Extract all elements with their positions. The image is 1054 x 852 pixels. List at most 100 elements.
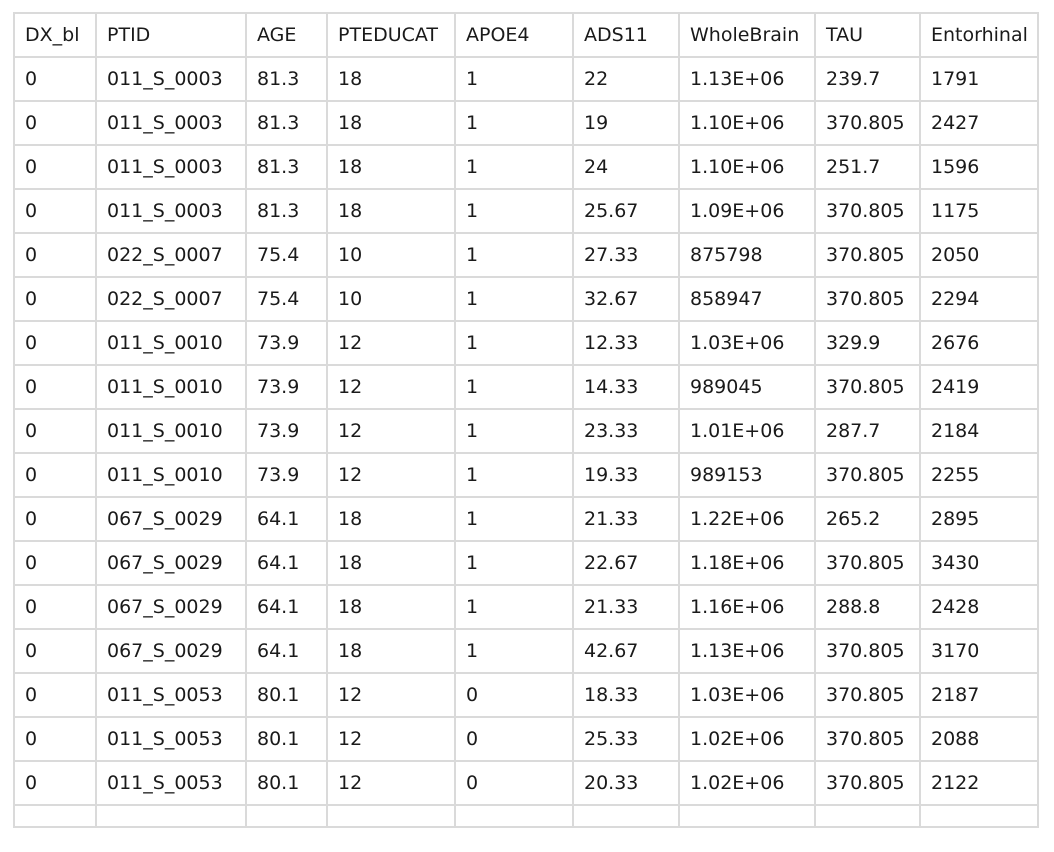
table-cell[interactable]: 10 xyxy=(326,276,456,322)
table-cell[interactable]: 23.33 xyxy=(572,408,680,454)
table-cell[interactable]: 370.805 xyxy=(814,716,921,762)
table-cell[interactable]: 989045 xyxy=(678,364,816,410)
table-cell[interactable]: 022_S_0007 xyxy=(95,232,247,278)
table-cell[interactable]: 73.9 xyxy=(245,320,328,366)
table-cell[interactable]: 011_S_0003 xyxy=(95,56,247,102)
table-cell[interactable]: 81.3 xyxy=(245,188,328,234)
table-cell[interactable]: 1 xyxy=(454,408,574,454)
column-header[interactable]: ADS11 xyxy=(572,12,680,58)
table-cell[interactable]: 18 xyxy=(326,540,456,586)
table-cell[interactable]: 0 xyxy=(13,188,97,234)
table-cell[interactable]: 858947 xyxy=(678,276,816,322)
table-cell[interactable]: 011_S_0053 xyxy=(95,672,247,718)
table-cell[interactable]: 1 xyxy=(454,452,574,498)
table-cell[interactable]: 3170 xyxy=(919,628,1039,674)
table-cell[interactable]: 0 xyxy=(13,100,97,146)
table-cell[interactable]: 329.9 xyxy=(814,320,921,366)
table-cell[interactable]: 0 xyxy=(13,672,97,718)
table-cell[interactable]: 1.10E+06 xyxy=(678,144,816,190)
table-cell[interactable]: 1 xyxy=(454,364,574,410)
table-cell[interactable]: 1.13E+06 xyxy=(678,628,816,674)
table-cell[interactable]: 1 xyxy=(454,144,574,190)
table-cell[interactable]: 2427 xyxy=(919,100,1039,146)
table-cell[interactable]: 370.805 xyxy=(814,188,921,234)
table-cell[interactable]: 25.33 xyxy=(572,716,680,762)
table-cell[interactable]: 0 xyxy=(13,56,97,102)
table-cell[interactable]: 067_S_0029 xyxy=(95,628,247,674)
table-cell[interactable]: 011_S_0053 xyxy=(95,760,247,806)
table-cell[interactable]: 0 xyxy=(13,628,97,674)
table-cell[interactable]: 1 xyxy=(454,276,574,322)
table-cell[interactable]: 011_S_0010 xyxy=(95,452,247,498)
table-cell[interactable]: 64.1 xyxy=(245,628,328,674)
table-cell[interactable]: 067_S_0029 xyxy=(95,540,247,586)
table-cell[interactable]: 1.18E+06 xyxy=(678,540,816,586)
table-cell[interactable]: 370.805 xyxy=(814,628,921,674)
table-cell[interactable]: 1.03E+06 xyxy=(678,320,816,366)
table-cell[interactable]: 12 xyxy=(326,364,456,410)
table-cell[interactable]: 1.10E+06 xyxy=(678,100,816,146)
table-cell[interactable]: 011_S_0053 xyxy=(95,716,247,762)
table-cell[interactable]: 22.67 xyxy=(572,540,680,586)
table-cell[interactable]: 21.33 xyxy=(572,584,680,630)
table-cell[interactable]: 2676 xyxy=(919,320,1039,366)
table-cell[interactable]: 18 xyxy=(326,188,456,234)
table-cell[interactable]: 0 xyxy=(13,452,97,498)
column-header[interactable]: Entorhinal xyxy=(919,12,1039,58)
table-cell[interactable]: 2050 xyxy=(919,232,1039,278)
table-cell[interactable]: 18.33 xyxy=(572,672,680,718)
table-cell[interactable]: 011_S_0003 xyxy=(95,144,247,190)
table-cell[interactable]: 32.67 xyxy=(572,276,680,322)
table-cell[interactable]: 370.805 xyxy=(814,364,921,410)
table-cell[interactable]: 1.16E+06 xyxy=(678,584,816,630)
table-cell[interactable]: 2187 xyxy=(919,672,1039,718)
table-cell[interactable]: 18 xyxy=(326,100,456,146)
table-cell[interactable]: 1 xyxy=(454,188,574,234)
table-cell[interactable]: 2419 xyxy=(919,364,1039,410)
table-cell[interactable]: 1.01E+06 xyxy=(678,408,816,454)
column-header[interactable]: AGE xyxy=(245,12,328,58)
table-cell[interactable]: 64.1 xyxy=(245,540,328,586)
table-cell[interactable]: 12 xyxy=(326,320,456,366)
table-cell[interactable]: 1596 xyxy=(919,144,1039,190)
table-cell[interactable]: 80.1 xyxy=(245,716,328,762)
table-cell[interactable]: 64.1 xyxy=(245,496,328,542)
table-cell[interactable]: 27.33 xyxy=(572,232,680,278)
table-cell[interactable]: 1 xyxy=(454,320,574,366)
table-cell[interactable]: 0 xyxy=(13,144,97,190)
table-cell[interactable]: 2428 xyxy=(919,584,1039,630)
table-cell[interactable]: 1.02E+06 xyxy=(678,716,816,762)
column-header[interactable]: TAU xyxy=(814,12,921,58)
column-header[interactable]: DX_bl xyxy=(13,12,97,58)
table-cell[interactable]: 19.33 xyxy=(572,452,680,498)
table-cell[interactable]: 81.3 xyxy=(245,100,328,146)
table-cell[interactable]: 370.805 xyxy=(814,452,921,498)
table-cell[interactable]: 0 xyxy=(13,408,97,454)
column-header[interactable]: APOE4 xyxy=(454,12,574,58)
table-cell[interactable]: 18 xyxy=(326,496,456,542)
table-cell[interactable]: 1.03E+06 xyxy=(678,672,816,718)
table-cell[interactable]: 011_S_0010 xyxy=(95,408,247,454)
table-cell[interactable]: 73.9 xyxy=(245,364,328,410)
table-cell[interactable]: 011_S_0003 xyxy=(95,188,247,234)
table-cell[interactable]: 0 xyxy=(13,320,97,366)
table-cell[interactable]: 1.02E+06 xyxy=(678,760,816,806)
table-cell[interactable]: 42.67 xyxy=(572,628,680,674)
table-cell[interactable]: 0 xyxy=(13,540,97,586)
table-cell[interactable]: 2088 xyxy=(919,716,1039,762)
table-cell[interactable]: 18 xyxy=(326,56,456,102)
table-cell[interactable]: 022_S_0007 xyxy=(95,276,247,322)
table-cell[interactable]: 12 xyxy=(326,760,456,806)
table-cell[interactable]: 370.805 xyxy=(814,540,921,586)
table-cell[interactable]: 21.33 xyxy=(572,496,680,542)
table-cell[interactable]: 81.3 xyxy=(245,144,328,190)
table-cell[interactable]: 18 xyxy=(326,628,456,674)
table-cell[interactable]: 0 xyxy=(454,716,574,762)
table-cell[interactable]: 0 xyxy=(13,364,97,410)
table-cell[interactable]: 288.8 xyxy=(814,584,921,630)
table-cell[interactable]: 0 xyxy=(454,672,574,718)
table-cell[interactable]: 14.33 xyxy=(572,364,680,410)
table-cell[interactable]: 75.4 xyxy=(245,232,328,278)
table-cell[interactable]: 287.7 xyxy=(814,408,921,454)
table-cell[interactable]: 2294 xyxy=(919,276,1039,322)
